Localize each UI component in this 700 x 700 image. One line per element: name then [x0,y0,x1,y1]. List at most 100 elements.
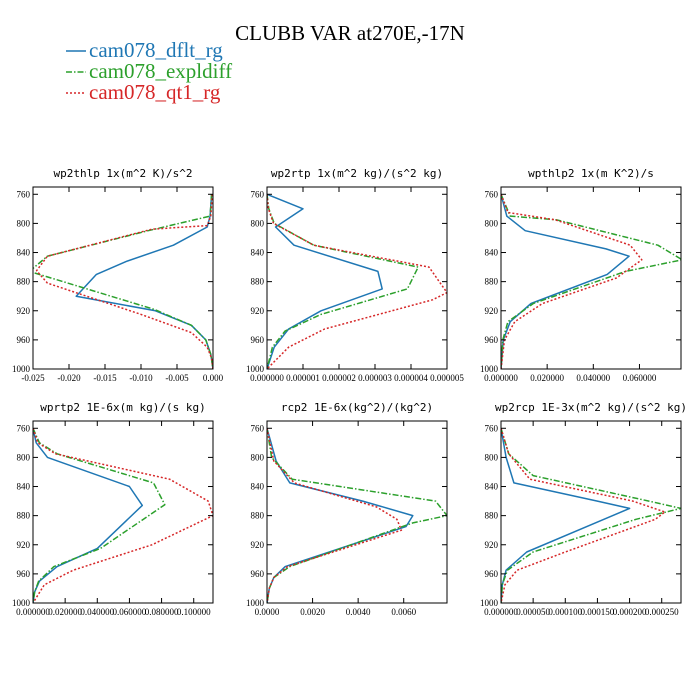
legend-entry: cam078_expldiff [66,59,232,83]
x-tick-label: 0.000003 [358,373,392,383]
series-line [33,428,213,603]
y-tick-label: 800 [251,218,265,228]
y-tick-label: 920 [251,306,265,316]
series-line [501,428,631,603]
plot-frame [266,186,448,370]
panel: wp2thlp 1x(m^2 K)/s^2 760 800 840 880 920 960 1… [12,167,224,383]
y-tick-label: 1000 [480,364,499,374]
y-tick-label: 960 [251,335,265,345]
panel: rcp2 1E-6x(kg^2)/(kg^2) 760 800 840 880 920 96… [246,401,448,617]
x-tick-label: 0.000004 [394,373,428,383]
y-tick-label: 880 [485,511,499,521]
y-tick-label: 840 [17,482,31,492]
plot-frame [266,420,448,604]
plot-frame [32,420,214,604]
series-line [267,428,447,603]
legend-entry: cam078_dflt_rg [66,38,223,62]
y-tick-label: 880 [251,277,265,287]
x-tick-label: 0.000250 [645,607,679,617]
series-group [267,428,447,603]
y-tick-label: 1000 [246,364,265,374]
y-tick-label: 760 [17,423,31,433]
x-tick-label: 0.000000 [250,373,284,383]
panel: wpthlp2 1x(m K^2)/s 760 800 840 880 920 960 100… [480,167,682,383]
series-line [267,194,419,369]
panel: wp2rtp 1x(m^2 kg)/(s^2 kg) 760 800 840 880 92… [246,167,464,383]
y-tick-label: 880 [17,511,31,521]
x-tick-label: 0.000150 [581,607,615,617]
series-line [33,427,166,603]
series-line [501,194,643,369]
y-tick-label: 840 [485,248,499,258]
x-tick-label: 0.000000 [16,607,50,617]
x-tick-label: 0.000002 [322,373,356,383]
y-tick-label: 960 [485,569,499,579]
y-tick-label: 800 [485,452,499,462]
legend-label: cam078_qt1_rg [89,80,221,104]
y-tick-label: 1000 [246,598,265,608]
y-tick-label: 960 [251,569,265,579]
x-tick-label: 0.080000 [145,607,179,617]
y-tick-label: 760 [251,189,265,199]
plot-frame [500,420,682,604]
series-line [501,194,681,369]
series-line [267,428,414,603]
series-line [33,428,144,603]
y-tick-label: 1000 [480,598,499,608]
y-tick-label: 800 [485,218,499,228]
x-tick-label: 0.020000 [48,607,82,617]
y-tick-label: 1000 [12,364,31,374]
series-group [501,194,681,369]
x-tick-label: 0.000000 [484,373,518,383]
y-tick-label: 760 [251,423,265,433]
y-tick-label: 800 [17,452,31,462]
x-tick-label: 0.100000 [177,607,211,617]
plot-frame [32,186,214,370]
y-tick-label: 920 [17,540,31,550]
y-tick-label: 880 [485,277,499,287]
y-tick-label: 840 [485,482,499,492]
y-tick-label: 960 [485,335,499,345]
x-tick-label: -0.015 [93,373,117,383]
panel-title: rcp2 1E-6x(kg^2)/(kg^2) [281,401,433,414]
x-tick-label: 0.040000 [80,607,114,617]
series-group [267,193,447,369]
panel: wp2rcp 1E-3x(m^2 kg)/(s^2 kg) 760 800 840 88… [480,401,687,617]
x-tick-label: -0.020 [57,373,81,383]
x-tick-label: 0.0060 [391,607,416,617]
x-tick-label: 0.0020 [300,607,325,617]
y-tick-label: 760 [17,189,31,199]
x-tick-label: 0.060000 [623,373,657,383]
legend-label: cam078_expldiff [89,59,232,83]
series-group [501,428,681,603]
y-tick-label: 800 [17,218,31,228]
y-tick-label: 960 [17,335,31,345]
legend-label: cam078_dflt_rg [89,38,223,62]
y-tick-label: 920 [485,306,499,316]
legend: cam078_dflt_rgcam078_expldiffcam078_qt1_… [66,38,232,104]
y-tick-label: 880 [17,277,31,287]
x-tick-label: 0.0040 [346,607,371,617]
figure-title: CLUBB VAR at270E,-17N [235,21,465,45]
y-tick-label: 920 [251,540,265,550]
x-tick-label: 0.000005 [430,373,464,383]
y-tick-label: 840 [251,482,265,492]
y-tick-label: 840 [251,248,265,258]
y-tick-label: 800 [251,452,265,462]
y-tick-label: 760 [485,423,499,433]
x-tick-label: -0.005 [165,373,189,383]
series-group [33,427,213,603]
x-tick-label: 0.0000 [255,607,280,617]
x-tick-label: -0.010 [129,373,153,383]
x-tick-label: 0.000000 [484,607,518,617]
y-tick-label: 920 [485,540,499,550]
y-tick-label: 840 [17,248,31,258]
panel-title: wp2rtp 1x(m^2 kg)/(s^2 kg) [271,167,443,180]
legend-entry: cam078_qt1_rg [66,80,221,104]
x-tick-label: 0.000200 [613,607,647,617]
panels-grid: wp2thlp 1x(m^2 K)/s^2 760 800 840 880 920 960 1… [12,167,687,617]
panel-title: wpthlp2 1x(m K^2)/s [528,167,654,180]
plot-frame [500,186,682,370]
series-line [35,194,213,369]
